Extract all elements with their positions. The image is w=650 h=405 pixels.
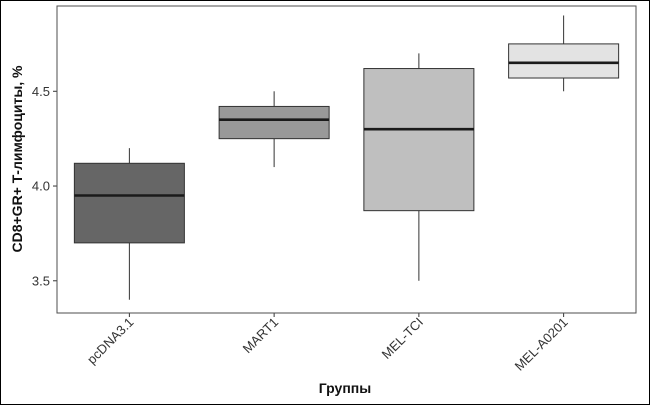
x-tick-label: pcDNA3.1 <box>84 315 137 368</box>
box-iqr <box>363 68 475 212</box>
x-tick-label: MART1 <box>240 315 282 357</box>
box-iqr <box>73 162 185 244</box>
x-tick-label: MEL-A0201 <box>512 315 571 374</box>
box-pcdna3-1 <box>73 148 185 300</box>
x-axis: pcDNA3.1 MART1 MEL-TCI MEL-A0201 <box>84 313 571 374</box>
y-axis: 3.5 4.0 4.5 <box>32 84 57 288</box>
box-iqr <box>508 43 620 79</box>
y-axis-title: CD8+GR+ Т-лимфоциты, % <box>9 65 25 253</box>
plot-panel-border <box>56 5 637 314</box>
x-axis-title: Группы <box>319 380 371 396</box>
box-iqr <box>218 105 330 140</box>
box-mel-tci <box>363 53 475 281</box>
y-tick-label: 4.5 <box>32 84 50 99</box>
x-tick-label: MEL-TCI <box>379 315 426 362</box>
boxes-layer <box>73 15 620 300</box>
y-tick-label: 3.5 <box>32 273 50 288</box>
y-tick-label: 4.0 <box>32 179 50 194</box>
box-mart1 <box>218 91 330 168</box>
box-mel-a0201 <box>508 15 620 92</box>
